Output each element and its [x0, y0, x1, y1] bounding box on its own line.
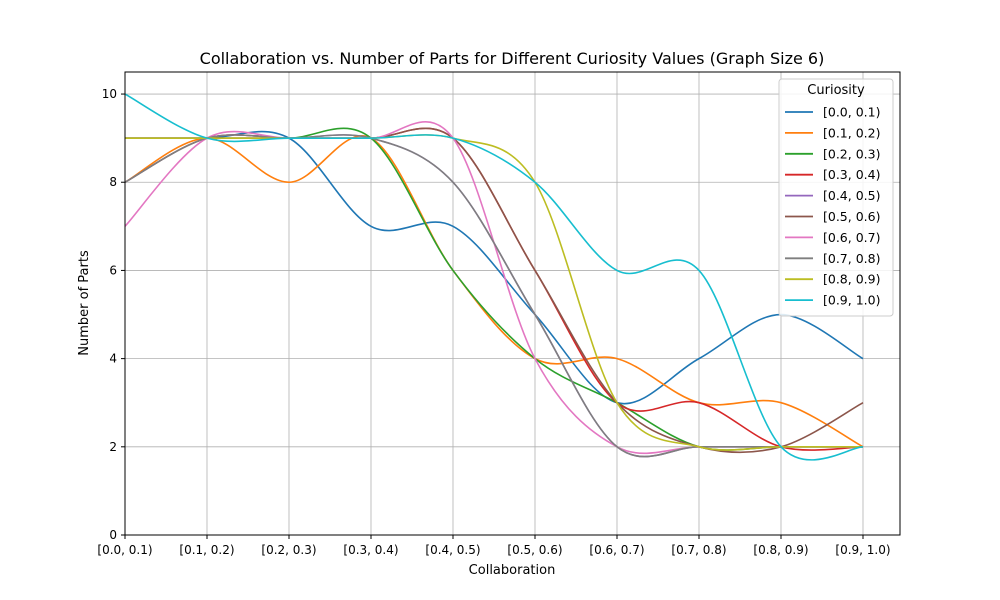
x-axis-ticks: [0.0, 0.1) [0.1, 0.2) [0.2, 0.3) [0.3, 0.4)…: [97, 535, 891, 557]
legend-entry: [0.1, 0.2): [823, 125, 880, 140]
x-tick-label: [0.4, 0.5): [425, 543, 480, 557]
x-tick-label: [0.9, 1.0): [835, 543, 890, 557]
legend-entry: [0.2, 0.3): [823, 146, 880, 161]
y-tick-label: 6: [109, 263, 117, 277]
series-line-9: [124, 93, 864, 461]
legend-entry: [0.4, 0.5): [823, 188, 880, 203]
x-tick-label: [0.8, 0.9): [753, 543, 808, 557]
series-line-4: [124, 134, 863, 458]
series-line-8: [125, 134, 863, 451]
x-tick-label: [0.1, 0.2): [179, 543, 234, 557]
legend-entry: [0.6, 0.7): [823, 230, 880, 245]
x-tick-label: [0.6, 0.7): [589, 543, 644, 557]
plot-frame: [124, 71, 901, 536]
chart-title: Collaboration vs. Number of Parts for Di…: [200, 49, 825, 68]
series-line-5: [124, 127, 864, 454]
series-line-7: [124, 134, 863, 458]
x-tick-label: [0.5, 0.6): [507, 543, 562, 557]
y-tick-label: 0: [109, 528, 117, 542]
x-tick-label: [0.3, 0.4): [343, 543, 398, 557]
legend-entry: [0.7, 0.8): [823, 251, 880, 266]
y-axis-ticks: 0 2 4 6 8 10: [102, 87, 125, 542]
legend: Curiosity [0.0, 0.1) [0.1, 0.2) [0.2, 0.3)…: [778, 78, 894, 317]
legend-entry: [0.0, 0.1): [823, 105, 880, 120]
legend-entry: [0.5, 0.6): [823, 209, 880, 224]
legend-entry: [0.3, 0.4): [823, 167, 880, 182]
series-layer: [124, 93, 864, 461]
series-line-6: [124, 121, 863, 455]
x-tick-label: [0.0, 0.1): [97, 543, 152, 557]
legend-entry: [0.9, 1.0): [823, 293, 880, 308]
y-tick-label: 2: [109, 440, 117, 454]
x-tick-label: [0.2, 0.3): [261, 543, 316, 557]
x-axis-label: Collaboration: [469, 563, 556, 578]
y-tick-label: 8: [109, 175, 117, 189]
y-tick-label: 4: [109, 352, 117, 366]
y-tick-label: 10: [102, 87, 117, 101]
legend-entry: [0.8, 0.9): [823, 272, 880, 287]
series-line-0: [125, 130, 864, 405]
y-axis-label: Number of Parts: [77, 250, 92, 356]
legend-title: Curiosity: [807, 83, 865, 98]
x-tick-label: [0.7, 0.8): [671, 543, 726, 557]
legend-box: [778, 78, 894, 317]
